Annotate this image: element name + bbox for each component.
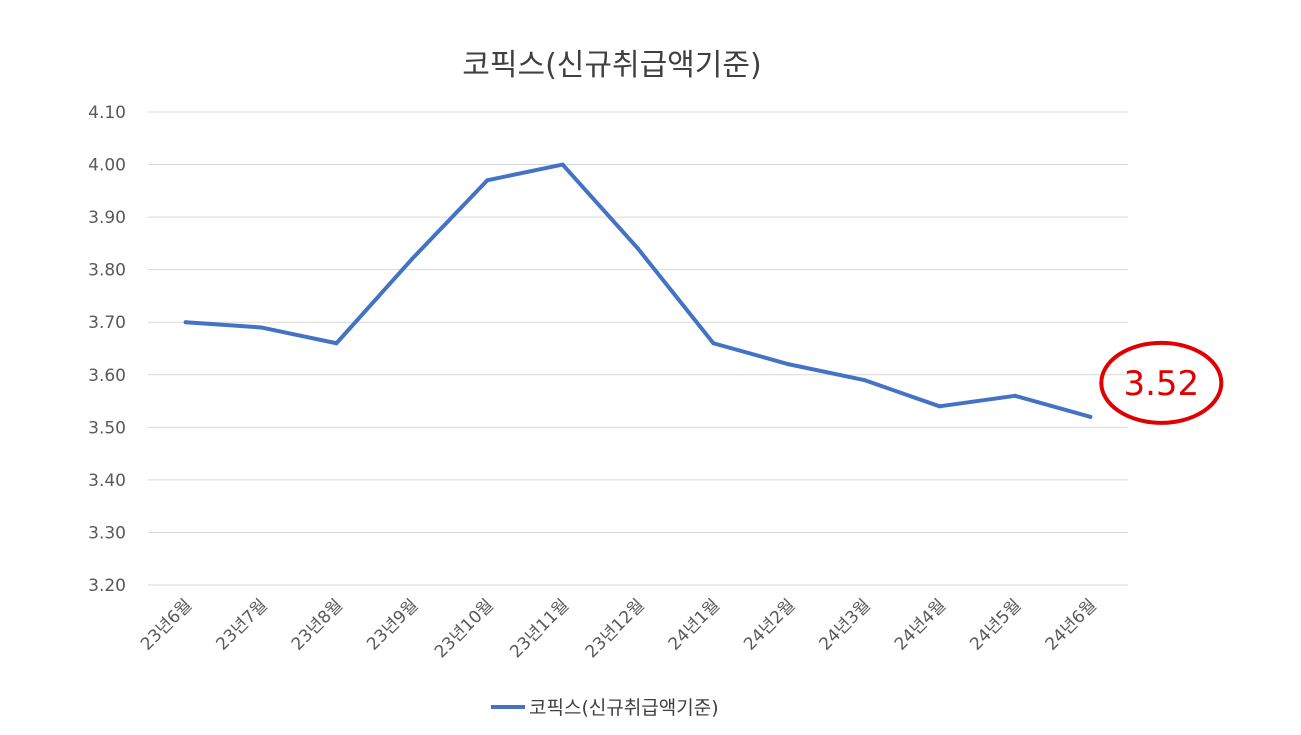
x-tick-label: 24년2월 — [740, 595, 799, 654]
x-tick-label: 23년10월 — [431, 595, 498, 662]
legend: 코픽스(신규취급액기준) — [491, 697, 719, 719]
data-point — [636, 246, 640, 251]
data-point — [1088, 414, 1093, 419]
y-tick-label: 3.70 — [88, 313, 126, 333]
series-line — [183, 162, 1093, 419]
y-tick-label: 3.50 — [88, 418, 126, 438]
x-tick-label: 23년11월 — [506, 595, 573, 662]
data-point — [485, 178, 490, 183]
x-tick-label: 23년7월 — [212, 595, 271, 654]
data-point — [937, 404, 942, 409]
x-tick-label: 23년9월 — [363, 595, 422, 654]
data-point — [409, 257, 414, 262]
y-tick-label: 3.40 — [88, 471, 126, 491]
data-point — [1012, 393, 1017, 398]
gridlines — [148, 111, 1128, 586]
x-tick-label: 23년12월 — [582, 595, 649, 662]
y-tick-label: 4.00 — [88, 156, 126, 176]
data-point — [560, 162, 565, 167]
y-tick-label: 3.90 — [88, 208, 126, 228]
data-point — [786, 362, 791, 367]
x-tick-label: 24년1월 — [665, 595, 724, 654]
series-layer — [183, 162, 1093, 419]
callout-value-label: 3.52 — [1123, 364, 1199, 404]
callout-ellipse — [1099, 340, 1224, 425]
x-tick-label: 24년6월 — [1042, 595, 1101, 654]
data-point — [334, 341, 339, 346]
data-point — [183, 320, 188, 325]
y-axis-ticks: 3.20 3.30 3.40 3.50 3.60 3.70 3.80 3.90 4.00 4.10 — [88, 103, 126, 596]
x-tick-label: 24년5월 — [966, 595, 1025, 654]
x-tick-label: 23년8월 — [288, 595, 347, 654]
x-tick-label: 24년3월 — [815, 595, 874, 654]
y-tick-label: 3.80 — [88, 261, 126, 281]
chart-title: 코픽스(신규취급액기준) — [462, 48, 761, 83]
y-tick-label: 3.60 — [88, 366, 126, 386]
y-tick-label: 3.20 — [88, 576, 126, 596]
x-tick-label: 24년4월 — [891, 595, 950, 654]
data-point — [862, 378, 867, 383]
data-point — [259, 325, 264, 330]
legend-label: 코픽스(신규취급액기준) — [529, 697, 719, 719]
value-callout: 3.52 — [1099, 340, 1224, 425]
y-tick-label: 4.10 — [88, 103, 126, 123]
x-tick-label: 23년6월 — [137, 595, 196, 654]
y-tick-label: 3.30 — [88, 523, 126, 543]
data-point — [711, 341, 716, 346]
x-axis-ticks: 23년6월 23년7월 23년8월 23년9월 23년10월 23년11월 23년12월 24… — [137, 595, 1101, 662]
